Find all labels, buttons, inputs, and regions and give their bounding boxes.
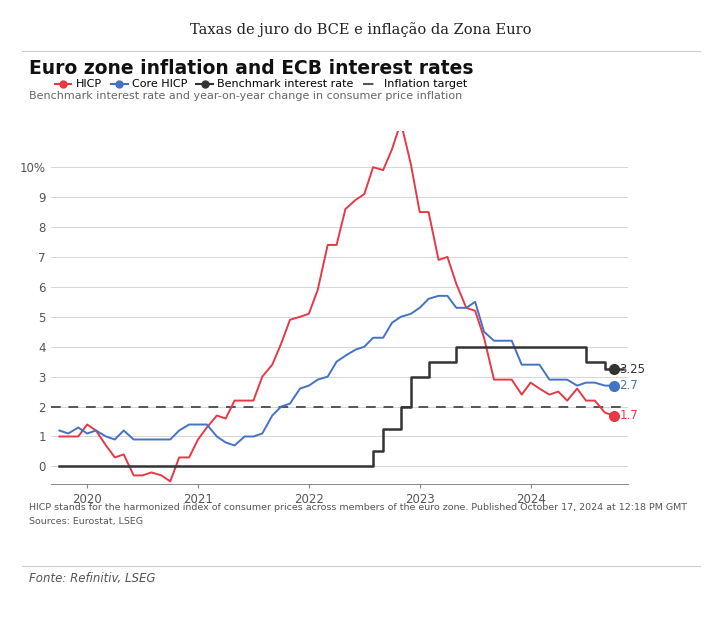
Text: Fonte: Refinitiv, LSEG: Fonte: Refinitiv, LSEG bbox=[29, 572, 155, 585]
Text: HICP stands for the harmonized index of consumer prices across members of the eu: HICP stands for the harmonized index of … bbox=[29, 503, 687, 512]
Text: Euro zone inflation and ECB interest rates: Euro zone inflation and ECB interest rat… bbox=[29, 59, 474, 78]
Text: Taxas de juro do BCE e inflação da Zona Euro: Taxas de juro do BCE e inflação da Zona … bbox=[191, 22, 531, 37]
Text: 3.25: 3.25 bbox=[619, 362, 645, 376]
Text: 2.7: 2.7 bbox=[619, 379, 638, 392]
Text: 1.7: 1.7 bbox=[619, 409, 638, 422]
Legend: HICP, Core HICP, Benchmark interest rate, Inflation target: HICP, Core HICP, Benchmark interest rate… bbox=[51, 75, 471, 94]
Text: Benchmark interest rate and year-on-year change in consumer price inflation: Benchmark interest rate and year-on-year… bbox=[29, 91, 462, 101]
Text: Sources: Eurostat, LSEG: Sources: Eurostat, LSEG bbox=[29, 517, 143, 526]
